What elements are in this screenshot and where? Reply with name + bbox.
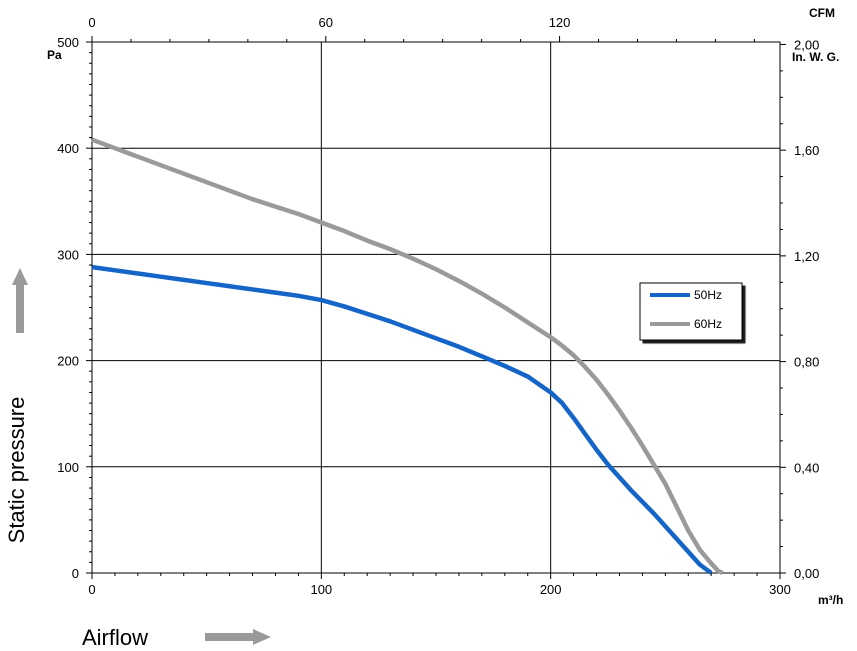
y-tick-label: 0 [72, 566, 79, 581]
x-axis-right-arrow-icon [205, 629, 271, 645]
y-right-tick-label: 1,60 [794, 143, 819, 158]
y-axis-up-arrow-icon [12, 268, 28, 333]
legend-label-60hz: 60Hz [694, 317, 722, 331]
legend: 50Hz 60Hz [639, 282, 743, 341]
plot-border [91, 41, 781, 574]
y-axis-title: Static pressure [4, 397, 29, 544]
x-axis-title: Airflow [82, 625, 148, 650]
x-top-tick-label: 120 [549, 15, 571, 30]
x-top-tick-label: 60 [319, 15, 333, 30]
y-right-tick-label: 2,00 [794, 37, 819, 52]
y-unit-label: Pa [47, 48, 62, 62]
x-unit-label: m³/h [818, 593, 843, 607]
x-tick-label: 100 [310, 582, 332, 597]
y-right-tick-label: 0,80 [794, 355, 819, 370]
y-tick-label: 100 [57, 460, 79, 475]
plot-frame [91, 41, 781, 574]
y-tick-label: 400 [57, 141, 79, 156]
y-right-tick-label: 0,40 [794, 460, 819, 475]
y-right-tick-label: 0,00 [794, 566, 819, 581]
y-tick-label: 300 [57, 247, 79, 262]
legend-box [639, 282, 743, 341]
tick-labels: 0 100 200 300 0 100 200 300 400 500 0 60 120 0,00 0,40… [57, 15, 819, 597]
y-right-unit-label: In. W. G. [792, 50, 839, 64]
series-line-50hz [91, 264, 713, 575]
x-top-unit-label: CFM [809, 6, 835, 20]
series-lines [91, 137, 724, 576]
y-tick-label: 200 [57, 354, 79, 369]
x-tick-label: 0 [88, 582, 95, 597]
legend-label-50hz: 50Hz [694, 288, 722, 302]
series-line-60hz [91, 137, 724, 576]
y-tick-label: 500 [57, 35, 79, 50]
x-top-tick-label: 0 [88, 15, 95, 30]
x-tick-label: 300 [769, 582, 791, 597]
y-right-tick-label: 1,20 [794, 249, 819, 264]
x-tick-label: 200 [540, 582, 562, 597]
